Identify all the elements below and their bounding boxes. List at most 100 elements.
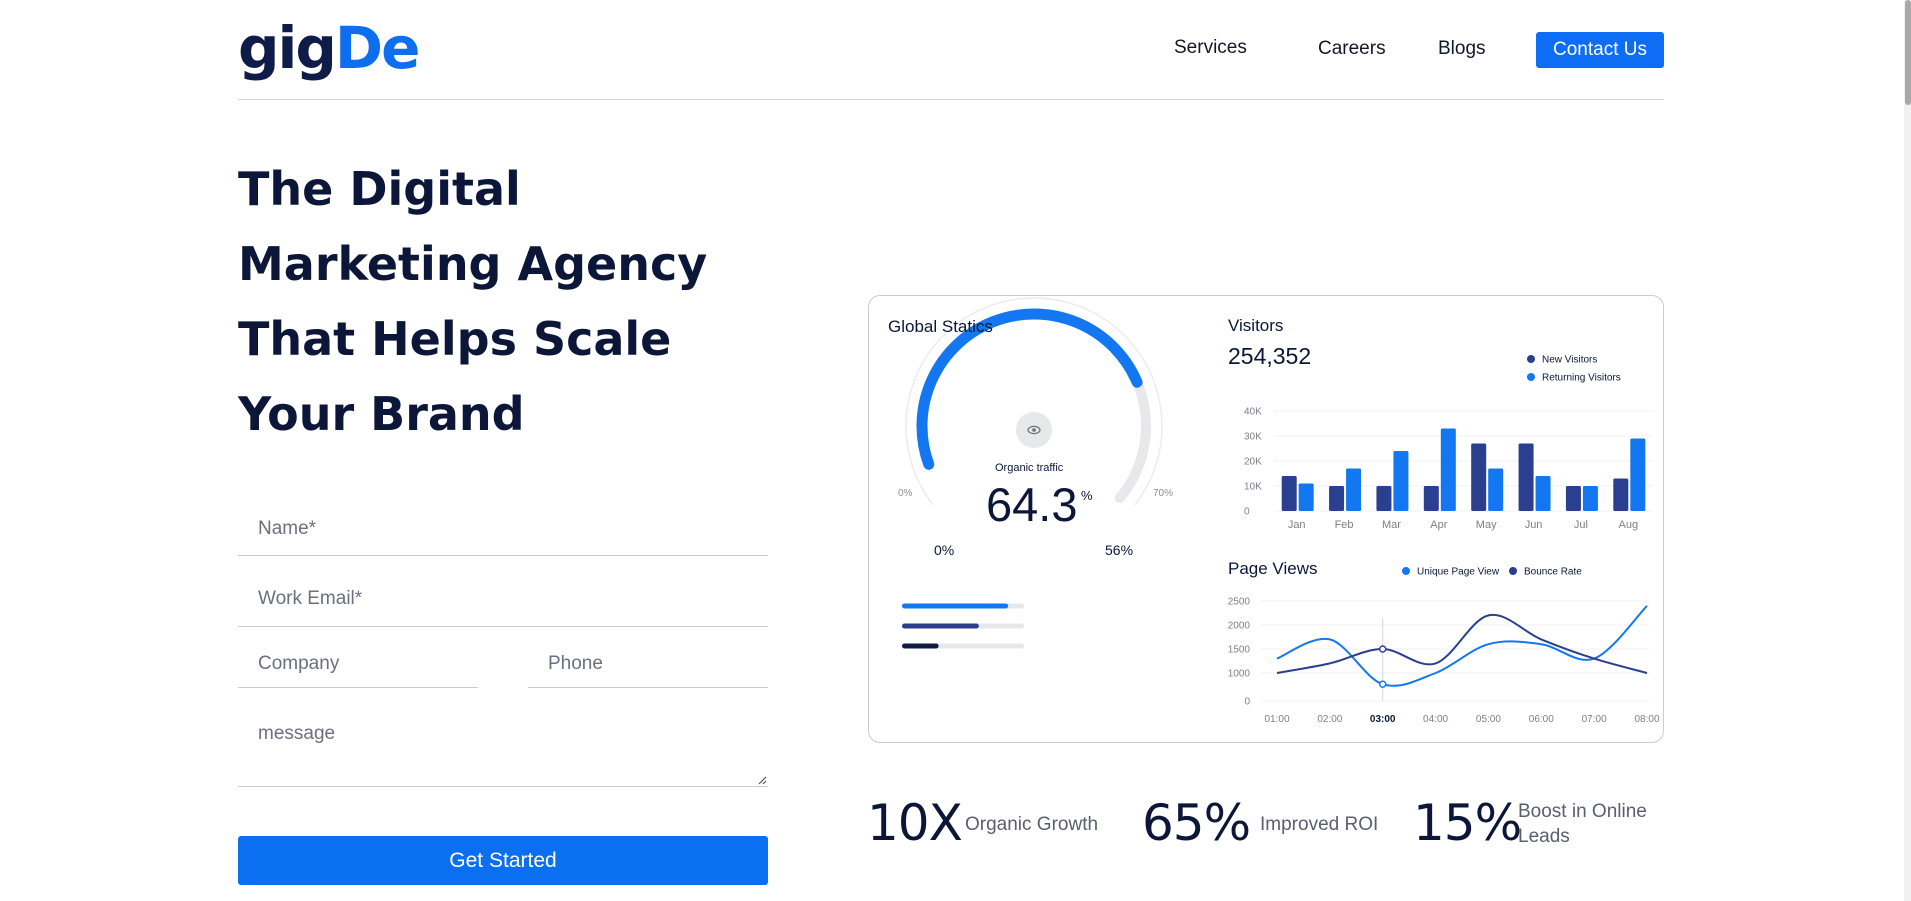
bar-x-tick: Apr xyxy=(1430,519,1447,531)
phone-field[interactable]: Phone xyxy=(528,640,768,688)
bar-x-tick: Mar xyxy=(1382,519,1401,531)
contact-us-button[interactable]: Contact Us xyxy=(1536,32,1664,68)
resize-handle-icon[interactable] xyxy=(758,776,767,785)
gauge-outer-ring xyxy=(905,297,1163,506)
bar xyxy=(1423,486,1439,511)
legend-label: Returning Visitors xyxy=(1542,373,1621,384)
line-y-tick: 1500 xyxy=(1228,645,1251,656)
bar xyxy=(1329,486,1345,511)
bar-y-tick: 10K xyxy=(1244,482,1262,493)
line-x-tick: 08:00 xyxy=(1634,714,1659,725)
stat-label-line2: Leads xyxy=(1518,826,1570,847)
bar xyxy=(1582,486,1598,511)
line-x-tick: 02:00 xyxy=(1317,714,1342,725)
progress-fill xyxy=(902,623,979,629)
nav-careers[interactable]: Careers xyxy=(1318,38,1386,59)
stat-value: 10X xyxy=(867,794,963,852)
bar-y-tick: 30K xyxy=(1244,432,1262,443)
bar-x-tick: May xyxy=(1476,519,1497,531)
eye-icon-pupil xyxy=(1032,428,1036,432)
bar-y-tick: 0 xyxy=(1244,507,1250,518)
line-y-tick: 2000 xyxy=(1228,621,1251,632)
bar xyxy=(1471,443,1487,511)
name-placeholder: Name* xyxy=(258,517,317,539)
bar xyxy=(1488,468,1504,511)
gauge-fill xyxy=(916,308,1143,470)
logo-text-part1: gig xyxy=(238,14,337,82)
line-x-tick: 01:00 xyxy=(1264,714,1289,725)
highlight-point xyxy=(1379,645,1387,653)
headline-line: The Digital xyxy=(238,162,521,216)
headline-line: Your Brand xyxy=(238,387,525,441)
bar xyxy=(1298,483,1314,511)
line-x-tick: 04:00 xyxy=(1423,714,1448,725)
gauge-range-max: 56% xyxy=(1105,542,1134,558)
stat-label: Organic Growth xyxy=(965,814,1099,835)
company-placeholder: Company xyxy=(258,652,340,674)
name-field[interactable]: Name* xyxy=(238,502,768,556)
email-field[interactable]: Work Email* xyxy=(238,572,768,627)
legend-dot xyxy=(1509,567,1517,575)
company-field[interactable]: Company xyxy=(238,640,478,688)
bar-y-tick: 40K xyxy=(1244,407,1262,418)
email-placeholder: Work Email* xyxy=(258,588,363,609)
gauge-scale-left: 0% xyxy=(898,488,913,499)
scrollbar-thumb[interactable] xyxy=(1905,0,1911,105)
line-series xyxy=(1276,613,1648,674)
gauge-value: 64.3 xyxy=(986,478,1078,531)
legend-dot xyxy=(1527,355,1535,363)
bar xyxy=(1346,468,1362,511)
dashboard-card: 40K 30K 20K 10K 0 Jan Feb Mar Apr May Jun Jul Aug New… xyxy=(868,295,1664,743)
progress-fill xyxy=(902,643,939,649)
gauge-unit: % xyxy=(1081,488,1093,503)
line-y-tick: 2500 xyxy=(1228,597,1251,608)
bar-x-tick: Jan xyxy=(1288,519,1306,531)
highlight-point xyxy=(1379,680,1387,688)
phone-placeholder: Phone xyxy=(548,652,603,674)
legend-label: Bounce Rate xyxy=(1524,567,1582,578)
headline-line: Marketing Agency xyxy=(238,237,708,291)
bar xyxy=(1630,438,1646,511)
message-placeholder: message xyxy=(258,723,336,744)
legend-label: New Visitors xyxy=(1542,355,1597,366)
line-series xyxy=(1276,605,1648,687)
stat-label: Boost in Online xyxy=(1518,801,1647,822)
headline-line: That Helps Scale xyxy=(238,312,672,366)
legend-dot xyxy=(1527,373,1535,381)
bar-x-tick: Aug xyxy=(1619,519,1639,531)
logo-text-part2: De xyxy=(334,14,420,82)
legend-label: Unique Page View xyxy=(1417,567,1500,578)
eye-icon xyxy=(1027,425,1041,435)
get-started-button[interactable]: Get Started xyxy=(238,836,768,885)
bar xyxy=(1613,478,1629,511)
bar xyxy=(1376,486,1392,511)
line-x-tick: 05:00 xyxy=(1476,714,1501,725)
bar-x-tick: Jun xyxy=(1525,519,1543,531)
line-x-tick: 06:00 xyxy=(1529,714,1554,725)
logo[interactable]: gigDe xyxy=(238,12,420,84)
line-y-tick: 0 xyxy=(1244,697,1250,708)
dashboard-graphics: 40K 30K 20K 10K 0 Jan Feb Mar Apr May Jun Jul Aug New… xyxy=(902,297,1660,725)
bar xyxy=(1565,486,1581,511)
visitors-total: 254,352 xyxy=(1228,343,1312,369)
scrollbar-track[interactable] xyxy=(1904,0,1911,901)
bar xyxy=(1440,428,1456,511)
visitors-title: Visitors xyxy=(1228,316,1284,335)
line-x-tick: 07:00 xyxy=(1582,714,1607,725)
stat-value: 15% xyxy=(1413,794,1522,852)
bar xyxy=(1535,476,1551,511)
bar-y-tick: 20K xyxy=(1244,457,1262,468)
nav-services[interactable]: Services xyxy=(1174,37,1247,58)
gauge-scale-right: 70% xyxy=(1153,488,1174,499)
bar-x-tick: Feb xyxy=(1335,519,1354,531)
global-statics-title: Global Statics xyxy=(888,317,993,336)
progress-fill xyxy=(902,603,1009,609)
bar xyxy=(1393,451,1409,511)
bar xyxy=(1518,443,1534,511)
stat-label: Improved ROI xyxy=(1260,814,1379,835)
hero-headline: The Digital Marketing Agency That Helps … xyxy=(238,152,707,452)
bar-x-tick: Jul xyxy=(1574,519,1588,531)
nav-blogs[interactable]: Blogs xyxy=(1438,38,1486,59)
bar xyxy=(1281,476,1297,511)
message-textarea[interactable]: message xyxy=(238,708,768,787)
